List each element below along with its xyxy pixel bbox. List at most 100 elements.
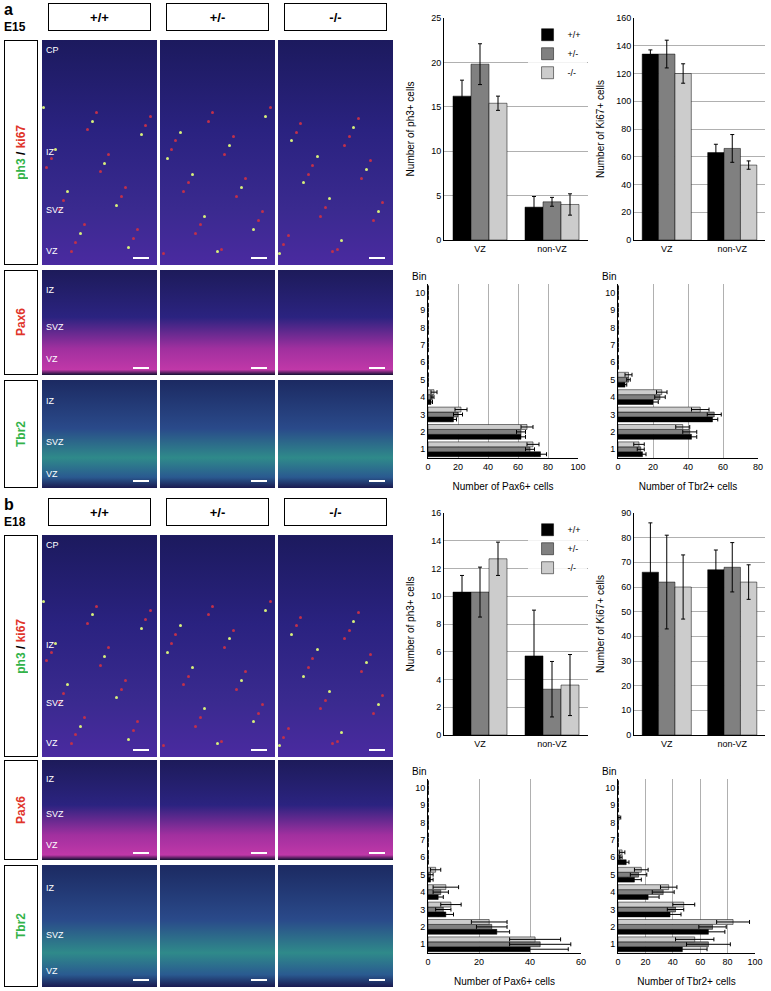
svg-text:40: 40: [683, 462, 693, 472]
svg-text:120: 120: [616, 69, 631, 79]
svg-text:8: 8: [610, 818, 615, 828]
svg-text:25: 25: [431, 13, 441, 23]
svg-text:20: 20: [453, 462, 463, 472]
svg-text:40: 40: [668, 957, 678, 967]
svg-text:80: 80: [621, 533, 631, 543]
svg-text:20: 20: [474, 957, 484, 967]
svg-text:0: 0: [425, 462, 430, 472]
svg-text:6: 6: [610, 357, 615, 367]
svg-text:non-VZ: non-VZ: [717, 739, 747, 749]
svg-text:15: 15: [431, 102, 441, 112]
svg-text:5: 5: [420, 870, 425, 880]
svg-text:6: 6: [420, 852, 425, 862]
svg-text:3: 3: [420, 410, 425, 420]
svg-text:2: 2: [610, 427, 615, 437]
svg-text:16: 16: [431, 508, 441, 518]
svg-text:0: 0: [436, 235, 441, 245]
svg-text:40: 40: [621, 631, 631, 641]
svg-text:-/-: -/-: [568, 563, 577, 573]
svg-text:VZ: VZ: [661, 739, 673, 749]
svg-text:70: 70: [621, 557, 631, 567]
svg-text:100: 100: [616, 96, 631, 106]
svg-text:50: 50: [621, 607, 631, 617]
svg-text:6: 6: [420, 357, 425, 367]
svg-text:VZ: VZ: [474, 244, 486, 254]
svg-text:4: 4: [436, 675, 441, 685]
svg-text:8: 8: [610, 323, 615, 333]
svg-text:non-VZ: non-VZ: [537, 739, 567, 749]
svg-text:140: 140: [616, 41, 631, 51]
svg-text:5: 5: [436, 191, 441, 201]
svg-text:7: 7: [610, 835, 615, 845]
svg-text:+/-: +/-: [568, 544, 579, 554]
svg-text:100: 100: [747, 957, 762, 967]
svg-text:3: 3: [610, 410, 615, 420]
svg-text:9: 9: [610, 305, 615, 315]
svg-text:2: 2: [420, 427, 425, 437]
svg-text:7: 7: [420, 340, 425, 350]
svg-text:2: 2: [420, 922, 425, 932]
svg-text:20: 20: [621, 207, 631, 217]
svg-text:0: 0: [615, 462, 620, 472]
svg-text:Number of Ki67+ cells: Number of Ki67+ cells: [595, 80, 606, 178]
svg-text:+/-: +/-: [568, 49, 579, 59]
svg-text:60: 60: [513, 462, 523, 472]
svg-text:4: 4: [420, 887, 425, 897]
svg-text:80: 80: [543, 462, 553, 472]
svg-text:10: 10: [415, 288, 425, 298]
svg-text:60: 60: [621, 582, 631, 592]
svg-text:80: 80: [723, 957, 733, 967]
svg-text:Number of Tbr2+ cells: Number of Tbr2+ cells: [639, 481, 737, 492]
svg-text:12: 12: [431, 564, 441, 574]
svg-text:10: 10: [431, 146, 441, 156]
svg-text:6: 6: [610, 852, 615, 862]
svg-text:40: 40: [525, 957, 535, 967]
svg-text:Number of ph3+ cells: Number of ph3+ cells: [405, 82, 416, 177]
svg-text:Bin: Bin: [602, 271, 616, 282]
svg-text:+/+: +/+: [568, 30, 581, 40]
svg-text:Number of Pax6+ cells: Number of Pax6+ cells: [453, 481, 554, 492]
svg-text:Bin: Bin: [412, 271, 426, 282]
svg-text:VZ: VZ: [474, 739, 486, 749]
svg-text:5: 5: [420, 375, 425, 385]
svg-text:10: 10: [621, 705, 631, 715]
svg-text:100: 100: [570, 462, 585, 472]
svg-text:10: 10: [605, 783, 615, 793]
svg-text:4: 4: [610, 392, 615, 402]
svg-text:0: 0: [425, 957, 430, 967]
svg-text:4: 4: [610, 887, 615, 897]
svg-text:90: 90: [621, 508, 631, 518]
svg-text:+/+: +/+: [568, 525, 581, 535]
svg-text:1: 1: [610, 939, 615, 949]
svg-text:160: 160: [616, 13, 631, 23]
svg-text:5: 5: [610, 870, 615, 880]
svg-text:Bin: Bin: [602, 766, 616, 777]
svg-text:1: 1: [420, 444, 425, 454]
svg-text:7: 7: [420, 835, 425, 845]
svg-text:80: 80: [753, 462, 763, 472]
svg-text:9: 9: [610, 800, 615, 810]
svg-text:60: 60: [576, 957, 586, 967]
svg-text:10: 10: [415, 783, 425, 793]
svg-text:10: 10: [605, 288, 615, 298]
svg-text:-/-: -/-: [568, 68, 577, 78]
svg-text:20: 20: [431, 58, 441, 68]
svg-text:3: 3: [610, 905, 615, 915]
svg-text:3: 3: [420, 905, 425, 915]
svg-text:2: 2: [436, 702, 441, 712]
svg-text:5: 5: [610, 375, 615, 385]
svg-text:Number of Pax6+ cells: Number of Pax6+ cells: [454, 976, 555, 987]
svg-text:8: 8: [436, 619, 441, 629]
svg-text:0: 0: [626, 730, 631, 740]
svg-text:60: 60: [718, 462, 728, 472]
svg-text:40: 40: [621, 180, 631, 190]
svg-text:20: 20: [621, 681, 631, 691]
svg-text:4: 4: [420, 392, 425, 402]
svg-text:1: 1: [610, 444, 615, 454]
svg-text:VZ: VZ: [661, 244, 673, 254]
svg-text:60: 60: [621, 152, 631, 162]
svg-text:Number of ph3+ cells: Number of ph3+ cells: [405, 577, 416, 672]
svg-text:Bin: Bin: [412, 766, 426, 777]
svg-text:non-VZ: non-VZ: [537, 244, 567, 254]
svg-text:20: 20: [648, 462, 658, 472]
